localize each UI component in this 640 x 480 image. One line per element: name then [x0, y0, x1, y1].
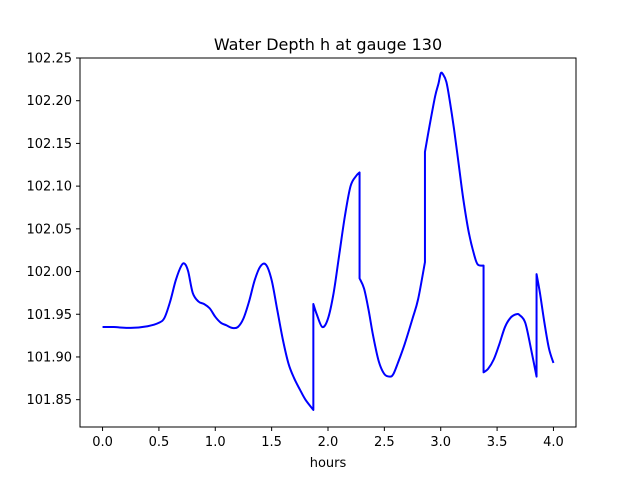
x-tick-label: 3.0: [430, 435, 451, 450]
x-tick-label: 0.0: [92, 435, 113, 450]
x-tick-label: 1.0: [205, 435, 226, 450]
chart-title: Water Depth h at gauge 130: [214, 35, 442, 54]
y-tick-label: 102.25: [27, 52, 73, 67]
y-axis: 101.85 101.90 101.95 102.00 102.05 102.10 102.…: [27, 52, 80, 408]
y-tick-label: 102.20: [27, 94, 73, 109]
plot-area: [79, 57, 577, 428]
series-layer: [102, 71, 555, 411]
y-tick-label: 102.05: [27, 222, 73, 237]
series-line: [102, 71, 555, 411]
plot-frame: [79, 57, 577, 428]
x-axis-label: hours: [310, 456, 347, 471]
y-tick-label: 101.90: [27, 350, 73, 365]
y-tick-label: 101.85: [27, 393, 73, 408]
y-tick-label: 102.00: [27, 265, 73, 280]
x-tick-label: 2.0: [318, 435, 339, 450]
x-tick-label: 0.5: [149, 435, 170, 450]
y-tick-label: 101.95: [27, 308, 73, 323]
y-tick-label: 102.10: [27, 180, 73, 195]
x-axis: 0.0 0.5 1.0 1.5 2.0 2.5 3.0 3.5 4.0: [92, 427, 564, 450]
x-tick-label: 3.5: [487, 435, 508, 450]
x-tick-label: 2.5: [374, 435, 395, 450]
x-tick-label: 4.0: [543, 435, 564, 450]
y-tick-label: 102.15: [27, 137, 73, 152]
x-tick-label: 1.5: [261, 435, 282, 450]
